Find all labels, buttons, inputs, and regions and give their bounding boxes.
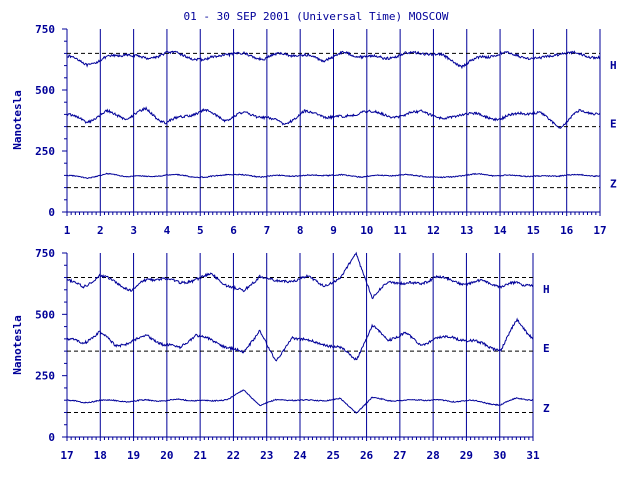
series-label-e: E: [610, 118, 617, 131]
x-tick-label: 30: [493, 449, 506, 462]
x-tick-label: 2: [97, 224, 104, 237]
x-tick-label: 31: [526, 449, 540, 462]
series-label-e: E: [543, 342, 550, 355]
x-tick-label: 14: [493, 224, 507, 237]
x-tick-label: 6: [230, 224, 237, 237]
x-tick-label: 10: [360, 224, 373, 237]
y-tick-label: 750: [35, 247, 55, 260]
series-label-z: Z: [543, 402, 550, 415]
x-tick-label: 13: [460, 224, 473, 237]
x-tick-label: 11: [394, 224, 408, 237]
series-line-e: [66, 106, 601, 129]
y-axis-label-top: Nanotesla: [11, 90, 24, 150]
series-label-h: H: [543, 283, 550, 296]
x-tick-label: 21: [194, 449, 208, 462]
y-axis-label-bottom: Nanotesla: [11, 315, 24, 375]
x-tick-label: 24: [293, 449, 307, 462]
x-tick-label: 1: [64, 224, 71, 237]
x-tick-label: 9: [330, 224, 337, 237]
chart-title: 01 - 30 SEP 2001 (Universal Time) MOSCOW: [184, 10, 449, 23]
x-tick-label: 26: [360, 449, 374, 462]
y-tick-label: 0: [48, 431, 55, 444]
x-tick-label: 19: [127, 449, 140, 462]
x-tick-label: 8: [297, 224, 304, 237]
series-label-h: H: [610, 59, 617, 72]
x-tick-label: 4: [164, 224, 171, 237]
x-tick-label: 28: [427, 449, 440, 462]
y-tick-label: 250: [35, 370, 55, 383]
x-tick-label: 23: [260, 449, 273, 462]
series-line-z: [66, 172, 601, 180]
x-tick-label: 12: [427, 224, 440, 237]
panel-bottom: 17 18 19 20 21 22 23 24 25 26 27 28 29 30 31 0 250 500 750…: [35, 247, 550, 462]
series-line-z: [67, 389, 534, 414]
x-tick-label: 27: [393, 449, 406, 462]
x-tick-label: 22: [227, 449, 240, 462]
x-tick-label: 25: [327, 449, 340, 462]
x-tick-label: 3: [130, 224, 137, 237]
x-tick-label: 17: [60, 449, 73, 462]
x-tick-label: 5: [197, 224, 204, 237]
series-line-e: [66, 317, 534, 362]
y-tick-label: 0: [48, 206, 55, 219]
y-tick-label: 250: [35, 145, 55, 158]
x-tick-label: 16: [560, 224, 574, 237]
series-line-h: [66, 251, 534, 300]
x-tick-label: 17: [593, 224, 606, 237]
x-tick-label: 29: [460, 449, 473, 462]
x-tick-label: 7: [264, 224, 271, 237]
x-tick-label: 20: [160, 449, 173, 462]
y-tick-label: 500: [35, 308, 55, 321]
y-tick-label: 500: [35, 84, 55, 97]
x-tick-label: 15: [527, 224, 540, 237]
x-tick-label: 18: [94, 449, 107, 462]
y-tick-label: 750: [35, 23, 55, 36]
series-line-h: [66, 50, 601, 70]
series-label-z: Z: [610, 177, 617, 190]
